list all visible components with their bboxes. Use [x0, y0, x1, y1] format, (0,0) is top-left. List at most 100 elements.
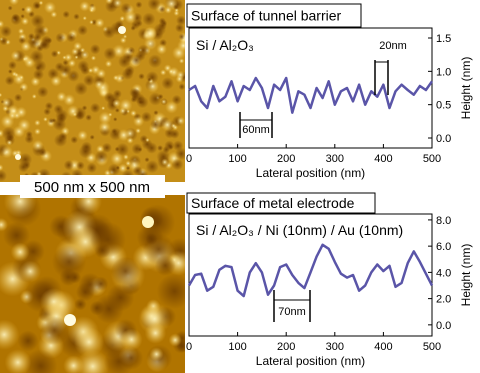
afm-grain	[173, 4, 179, 10]
afm-grain	[77, 60, 90, 72]
afm-grain	[37, 86, 49, 98]
afm-grain	[80, 50, 90, 60]
x-tick-label: 200	[277, 153, 295, 165]
afm-grain	[160, 118, 174, 132]
afm-grain	[73, 326, 105, 358]
afm-grain	[44, 101, 54, 111]
afm-grain	[89, 102, 101, 114]
afm-grain	[145, 233, 158, 246]
y-tick-label: 6.0	[436, 241, 451, 253]
afm-grain	[94, 18, 105, 28]
afm-grain	[120, 328, 143, 351]
afm-image-bottom	[0, 195, 185, 373]
afm-grain	[129, 87, 140, 98]
afm-grain	[102, 25, 116, 39]
afm-grain	[85, 114, 93, 121]
x-tick-label: 0	[186, 153, 192, 165]
afm-grain	[21, 7, 26, 12]
afm-grain	[103, 92, 115, 103]
x-axis-label: Lateral position (nm)	[256, 354, 365, 368]
afm-grain	[101, 142, 112, 153]
afm-grain	[0, 217, 8, 232]
afm-grain	[73, 13, 80, 20]
afm-grain	[19, 82, 29, 92]
x-tick-label: 300	[326, 341, 344, 353]
afm-spot	[15, 154, 21, 160]
afm-grain	[175, 23, 185, 33]
afm-grain	[70, 136, 79, 144]
afm-grain	[66, 105, 80, 118]
afm-grain	[103, 346, 134, 373]
afm-grain	[18, 152, 33, 167]
title-box	[186, 3, 362, 28]
afm-grain	[168, 68, 175, 75]
afm-grain	[24, 349, 58, 373]
series-label: Si / Al₂O₃	[196, 37, 254, 53]
afm-grain	[4, 349, 32, 373]
profile-line	[187, 243, 434, 298]
y-tick-label: 0.0	[436, 320, 451, 332]
y-axis-label: Height (nm)	[459, 244, 473, 307]
afm-grain	[125, 166, 131, 171]
afm-grain	[68, 59, 77, 68]
afm-spot	[64, 314, 76, 326]
afm-grain	[150, 119, 162, 130]
afm-grain	[39, 315, 70, 346]
afm-grain	[86, 162, 98, 174]
afm-grain	[154, 254, 176, 277]
afm-grain	[124, 10, 138, 24]
x-axis-label: Lateral position (nm)	[256, 166, 365, 180]
afm-grain	[113, 117, 118, 122]
afm-grain	[131, 20, 140, 30]
afm-grain	[103, 47, 117, 61]
afm-grain	[32, 68, 44, 81]
afm-grain	[157, 93, 164, 100]
plot-frame	[188, 27, 433, 149]
afm-grain	[53, 133, 68, 148]
afm-grain	[158, 5, 166, 13]
afm-grain	[34, 128, 41, 136]
afm-grain	[12, 125, 26, 138]
afm-grain	[2, 221, 31, 249]
afm-grain	[10, 242, 30, 262]
afm-grain	[153, 110, 159, 116]
afm-grain	[119, 107, 127, 115]
y-tick-label: 4.0	[436, 267, 451, 279]
afm-grain	[66, 32, 77, 43]
x-tick-label: 500	[423, 153, 441, 165]
afm-grain	[7, 5, 13, 11]
afm-grain	[108, 112, 113, 117]
x-tick-label: 100	[228, 341, 246, 353]
afm-grain	[149, 347, 164, 362]
afm-grain	[56, 113, 67, 124]
afm-grain	[43, 1, 57, 14]
x-tick-label: 400	[374, 341, 392, 353]
afm-grain	[122, 51, 134, 63]
afm-grain	[3, 195, 37, 218]
afm-grain	[145, 137, 150, 143]
x-tick-label: 200	[277, 341, 295, 353]
y-axis-label: Height (nm)	[459, 57, 473, 120]
afm-grain	[77, 24, 88, 36]
afm-grain	[74, 81, 88, 96]
y-tick-label: 0.5	[436, 100, 451, 112]
afm-grain	[8, 0, 20, 6]
afm-grain	[144, 322, 167, 344]
afm-grain	[33, 24, 48, 38]
afm-grain	[145, 160, 159, 174]
afm-spot	[142, 216, 154, 228]
afm-grain	[0, 36, 9, 46]
afm-grain	[131, 54, 142, 66]
annotation: 70nm	[278, 306, 306, 318]
afm-grain	[115, 142, 130, 156]
afm-grain	[64, 53, 73, 62]
afm-grain	[137, 147, 143, 152]
afm-grain	[24, 57, 36, 69]
afm-image-top	[0, 0, 185, 182]
afm-grain	[63, 93, 76, 107]
x-tick-label: 100	[228, 153, 246, 165]
afm-grain	[34, 119, 41, 127]
annotation: 60nm	[242, 124, 270, 136]
y-tick-label: 1.5	[436, 33, 451, 45]
afm-grain	[89, 8, 94, 13]
